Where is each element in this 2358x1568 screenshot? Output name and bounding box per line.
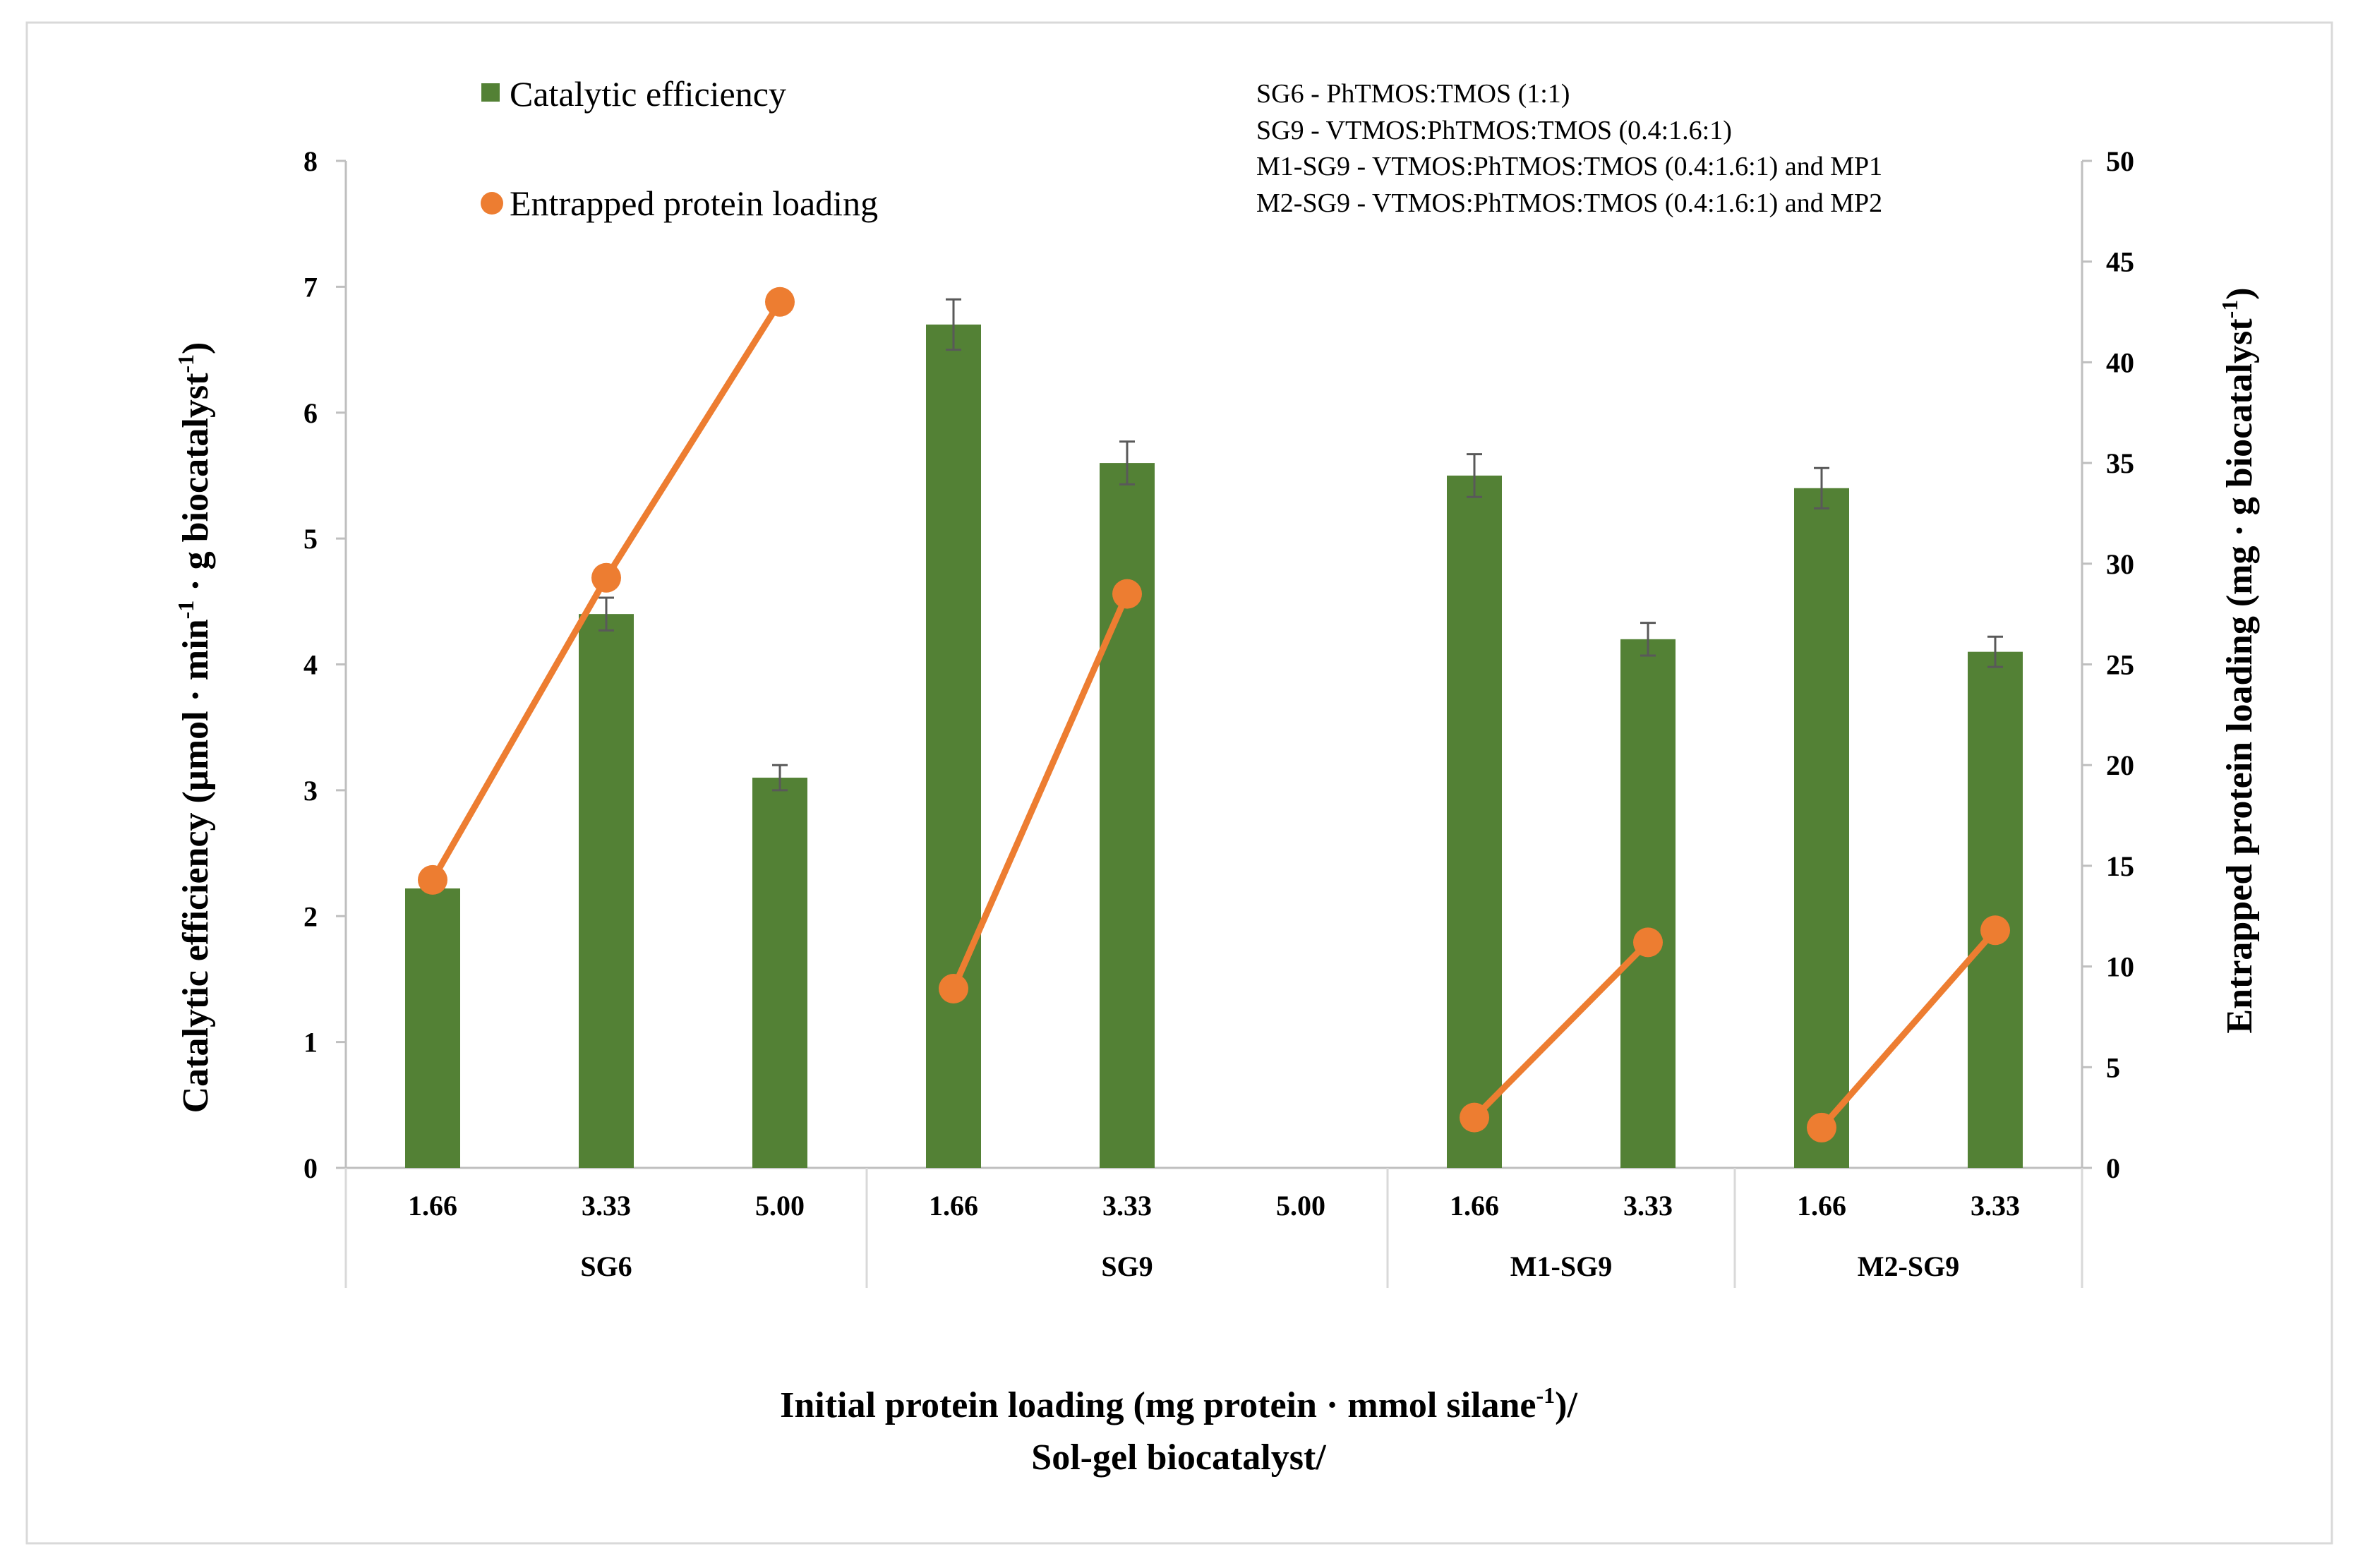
y-right-tick-label: 35	[2106, 447, 2134, 479]
x-category-label: 1.66	[1797, 1190, 1846, 1222]
x-category-label: 5.00	[1276, 1190, 1325, 1222]
y-left-tick-label: 3	[303, 775, 318, 807]
y-left-title-mid: · g biocatalyst	[176, 373, 216, 601]
y-left-axis-title: Catalytic efficiency (µmol · min-1 · g b…	[173, 342, 216, 1114]
legend-label-entrapped-protein-loading: Entrapped protein loading	[510, 183, 878, 223]
x-group-label: SG9	[1101, 1250, 1153, 1282]
point-entrapped-protein-loading	[1980, 915, 2010, 946]
bar-catalytic-efficiency	[1968, 651, 2023, 1168]
x-title-sup: -1	[1536, 1382, 1555, 1408]
line-markers	[418, 287, 2010, 1142]
annotation-sg6: SG6 - PhTMOS:TMOS (1:1)	[1256, 79, 1570, 109]
y-left-tick-label: 5	[303, 523, 318, 555]
x-category-label: 3.33	[582, 1190, 631, 1222]
x-category-label: 3.33	[1623, 1190, 1673, 1222]
annotation-sg9: SG9 - VTMOS:PhTMOS:TMOS (0.4:1.6:1)	[1256, 116, 1732, 145]
y-right-tick-label: 20	[2106, 749, 2134, 781]
point-entrapped-protein-loading	[765, 287, 795, 317]
point-entrapped-protein-loading	[1112, 579, 1142, 609]
y-right-tick-label: 5	[2106, 1051, 2120, 1083]
x-category-labels: 1.66 3.33 5.00 1.66 3.33 5.00 1.66 3.33 1.66 3.33	[408, 1190, 2020, 1222]
x-axis-title-line1: Initial protein loading (mg protein · mm…	[780, 1382, 1577, 1425]
y-left-tick-label: 8	[303, 145, 318, 177]
y-left-tick-label: 7	[303, 271, 318, 303]
x-category-label: 5.00	[755, 1190, 805, 1222]
y-left-title-main: Catalytic efficiency (µmol · min	[176, 619, 216, 1113]
right-y-ticks: 0 5 10 15 20 25 30 35 40 45 50	[2082, 145, 2134, 1184]
y-right-tick-label: 40	[2106, 346, 2134, 378]
left-y-ticks: 0 1 2 3 4 5 6 7 8	[303, 145, 346, 1184]
point-entrapped-protein-loading	[939, 973, 968, 1003]
error-bars	[598, 298, 2003, 792]
y-left-tick-label: 6	[303, 397, 318, 429]
bar-catalytic-efficiency	[752, 778, 807, 1168]
legend-label-catalytic-efficiency: Catalytic efficiency	[510, 74, 786, 114]
point-entrapped-protein-loading	[1460, 1102, 1489, 1133]
legend: Catalytic efficiency Entrapped protein l…	[481, 74, 878, 223]
x-title-main: Initial protein loading (mg protein · mm…	[780, 1385, 1536, 1425]
y-right-title-end: )	[2220, 287, 2260, 299]
bar-catalytic-efficiency	[1620, 639, 1676, 1168]
point-entrapped-protein-loading	[591, 562, 621, 593]
y-left-title-sup1: -1	[173, 601, 198, 620]
y-right-tick-label: 0	[2106, 1152, 2120, 1184]
legend-swatch-catalytic-efficiency	[481, 83, 500, 102]
point-entrapped-protein-loading	[1633, 927, 1663, 958]
legend-marker-entrapped-protein-loading	[481, 192, 503, 215]
line-entrapped-protein-loading	[1472, 940, 1651, 1120]
x-title-end: )/	[1555, 1385, 1577, 1425]
annotation-m2-sg9: M2-SG9 - VTMOS:PhTMOS:TMOS (0.4:1.6:1) a…	[1256, 188, 1882, 218]
x-category-label: 1.66	[408, 1190, 457, 1222]
y-left-tick-label: 2	[303, 900, 318, 932]
x-group-label: M1-SG9	[1510, 1250, 1612, 1282]
x-category-label: 3.33	[1971, 1190, 2020, 1222]
line-entrapped-protein-loading	[950, 592, 1131, 990]
y-left-title-sup2: -1	[173, 354, 198, 373]
y-right-tick-label: 25	[2106, 649, 2134, 681]
bar-catalytic-efficiency	[579, 614, 634, 1168]
point-entrapped-protein-loading	[1807, 1112, 1836, 1142]
chart-frame	[25, 21, 2333, 1545]
bar-catalytic-efficiency	[1794, 488, 1849, 1168]
bar-catalytic-efficiency	[1447, 475, 1502, 1168]
x-category-label: 3.33	[1102, 1190, 1152, 1222]
bar-catalytic-efficiency	[926, 324, 981, 1169]
y-right-tick-label: 30	[2106, 548, 2134, 580]
point-entrapped-protein-loading	[418, 864, 447, 895]
y-right-tick-label: 45	[2106, 246, 2134, 278]
x-group-label: M2-SG9	[1858, 1250, 1959, 1282]
x-group-labels: SG6 SG9 M1-SG9 M2-SG9	[344, 1168, 2083, 1288]
bar-catalytic-efficiency	[405, 888, 460, 1168]
x-category-label: 1.66	[1450, 1190, 1499, 1222]
y-left-title-end: )	[176, 342, 216, 354]
y-right-tick-label: 15	[2106, 850, 2134, 882]
bar-series	[405, 324, 2023, 1169]
y-left-tick-label: 1	[303, 1027, 318, 1059]
y-left-tick-label: 0	[303, 1152, 318, 1184]
x-group-label: SG6	[580, 1250, 632, 1282]
y-right-title-sup: -1	[2217, 300, 2242, 319]
x-axis-title-line2: Sol-gel biocatalyst/	[1031, 1437, 1326, 1478]
y-right-tick-label: 50	[2106, 145, 2134, 177]
bar-catalytic-efficiency	[1100, 463, 1155, 1168]
line-entrapped-protein-loading	[1819, 928, 1998, 1130]
x-category-label: 1.66	[929, 1190, 978, 1222]
y-right-tick-label: 10	[2106, 951, 2134, 983]
annotation-m1-sg9: M1-SG9 - VTMOS:PhTMOS:TMOS (0.4:1.6:1) a…	[1256, 152, 1882, 181]
y-right-title-main: Entrapped protein loading (mg · g biocat…	[2220, 318, 2260, 1034]
y-left-tick-label: 4	[303, 649, 318, 681]
annotation-block: SG6 - PhTMOS:TMOS (1:1) SG9 - VTMOS:PhTM…	[1256, 79, 1882, 218]
y-right-axis-title: Entrapped protein loading (mg · g biocat…	[2217, 287, 2260, 1033]
